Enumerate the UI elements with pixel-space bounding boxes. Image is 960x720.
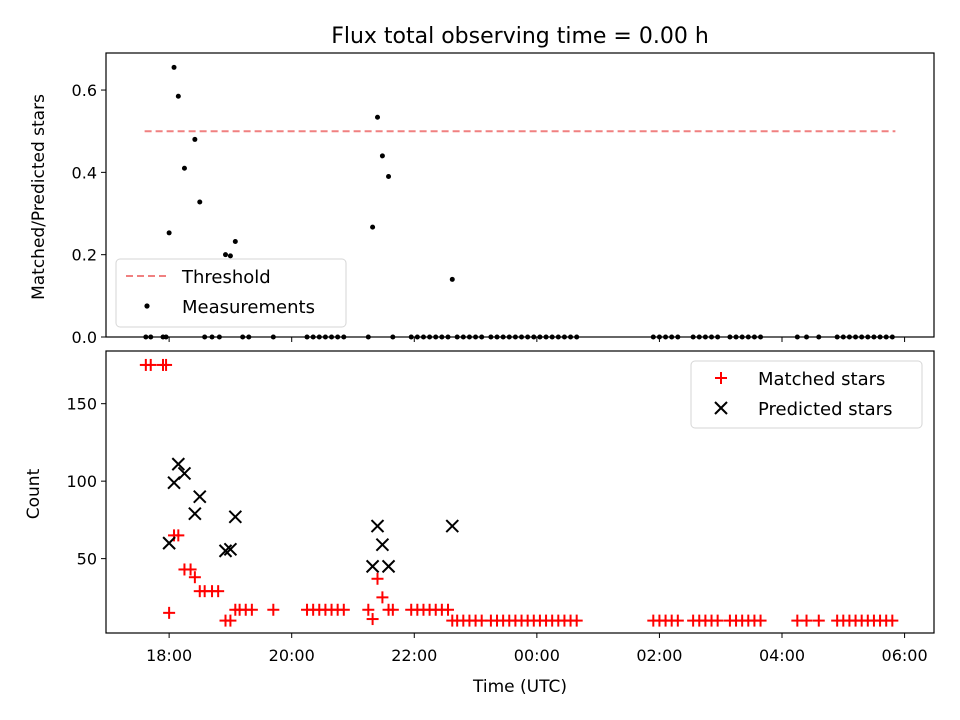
predicted-star-marker (188, 506, 202, 521)
x-tick-label: 20:00 (269, 646, 315, 665)
matched-star-marker (160, 358, 173, 371)
predicted-star-marker (370, 519, 385, 533)
predicted-star-marker (223, 542, 238, 557)
measurement-point (192, 136, 198, 142)
x-tick-label: 06:00 (882, 646, 928, 665)
matched-star-marker (144, 358, 157, 371)
legend-threshold-label: Threshold (181, 267, 271, 288)
matched-star-marker (188, 571, 201, 584)
measurement-point (227, 253, 233, 259)
ratio-plot-frame (105, 52, 935, 338)
measurement-point (197, 199, 203, 205)
measurement-point (375, 114, 381, 120)
ratio-y-tick-label: 0.6 (72, 81, 97, 100)
matched-star-marker (570, 614, 583, 627)
legend-measurements-label: Measurements (182, 297, 315, 318)
matched-star-marker (371, 572, 384, 585)
count-y-tick-label: 50 (77, 550, 97, 569)
matched-star-marker (754, 614, 767, 627)
legend-matched-label: Matched stars (758, 369, 885, 390)
matched-star-marker (337, 603, 350, 616)
count-x-axis: 18:00 20:00 22:00 00:00 02:00 04:00 06:00 (146, 633, 928, 665)
matched-star-marker (386, 603, 399, 616)
ratio-y-tick-label: 0.2 (72, 246, 97, 265)
ratio-y-axis: 0.0 0.2 0.4 0.6 (72, 81, 106, 347)
matched-star-marker (671, 614, 684, 627)
matched-star-marker (711, 614, 724, 627)
x-tick-label: 22:00 (391, 646, 437, 665)
ratio-legend-box (115, 258, 347, 328)
predicted-star-marker (193, 489, 207, 504)
ratio-y-axis-label: Matched/Predicted stars (29, 94, 49, 300)
count-y-axis-label: Count (24, 468, 44, 519)
predicted-star-marker (381, 559, 396, 574)
x-tick-label: 04:00 (759, 646, 805, 665)
count-y-axis: 50 100 150 (66, 395, 106, 569)
measurement-point (449, 276, 455, 282)
matched-star-marker (366, 613, 379, 626)
figure-title: Flux total observing time = 0.00 h (331, 24, 709, 49)
matched-star-marker (245, 603, 258, 616)
predicted-star-marker (218, 544, 233, 558)
predicted-star-marker (162, 536, 176, 550)
matched-star-marker (886, 614, 899, 627)
measurement-point (181, 165, 187, 171)
x-tick-label: 18:00 (146, 646, 192, 665)
count-y-tick-label: 100 (66, 472, 97, 491)
predicted-star-marker (228, 510, 243, 524)
measurement-point (232, 239, 238, 245)
matched-star-marker (362, 603, 375, 616)
x-axis-label: Time (UTC) (472, 677, 567, 697)
count-panel: 50 100 150 18:00 20:00 22:00 00:00 02:00 04:00 0… (24, 350, 935, 697)
measurement-point (175, 93, 181, 99)
ratio-panel: 0.0 0.2 0.4 0.6 Matched/Predicted stars Thr… (29, 52, 935, 347)
measurement-point (386, 173, 392, 179)
predicted-star-marker (177, 466, 192, 481)
count-y-tick-label: 150 (66, 395, 97, 414)
measurement-point (370, 224, 376, 230)
ratio-x-ticks (168, 337, 906, 342)
matched-star-marker (172, 529, 185, 542)
matched-star-marker (163, 606, 176, 619)
x-tick-label: 00:00 (514, 646, 560, 665)
matched-star-marker (267, 603, 280, 616)
ratio-y-tick-label: 0.4 (72, 163, 97, 182)
predicted-star-marker (445, 519, 459, 533)
matched-star-marker (800, 614, 813, 627)
ratio-y-tick-label: 0.0 (72, 328, 97, 347)
ratio-legend: Threshold Measurements (115, 258, 347, 328)
count-marks (139, 358, 899, 627)
legend-measurements-swatch (144, 303, 150, 309)
count-legend: Matched stars Predicted stars (690, 360, 923, 429)
legend-matched-swatch (715, 372, 727, 384)
count-plot-frame (105, 350, 935, 634)
measurement-point (379, 153, 385, 159)
measurement-point (171, 64, 177, 70)
x-tick-label: 02:00 (636, 646, 682, 665)
predicted-star-marker (365, 559, 380, 574)
matched-star-marker (224, 614, 237, 627)
matched-star-marker (184, 563, 197, 576)
matched-star-marker (376, 591, 389, 604)
measurement-point (166, 230, 172, 236)
predicted-star-marker (171, 457, 186, 471)
predicted-star-marker (375, 537, 390, 552)
matched-star-marker (812, 614, 825, 627)
matched-star-marker (212, 585, 225, 598)
legend-predicted-swatch (714, 401, 728, 415)
count-legend-box (690, 360, 923, 429)
measurement-point (223, 252, 229, 258)
legend-predicted-label: Predicted stars (758, 399, 892, 420)
matched-star-marker (441, 603, 454, 616)
